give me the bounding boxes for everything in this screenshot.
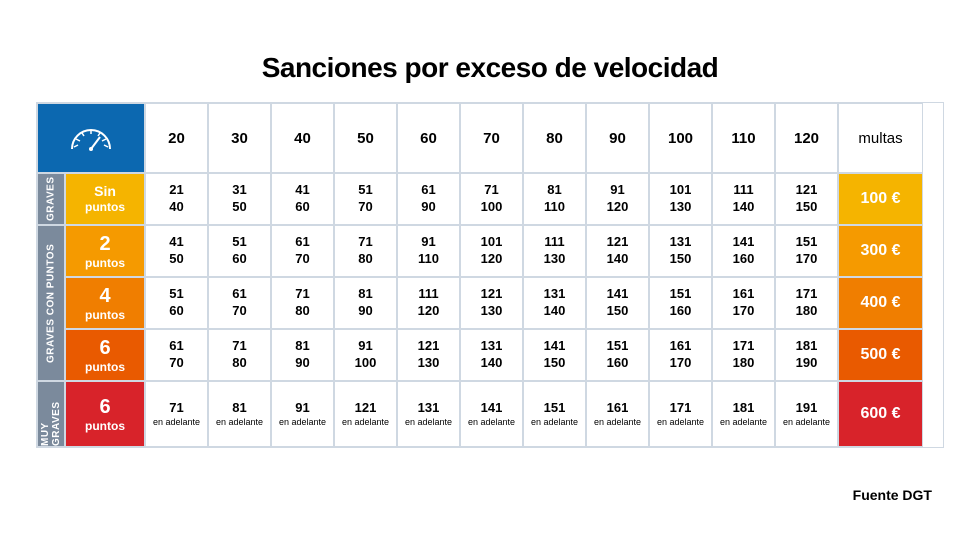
range-cell: 161en adelante <box>586 381 649 447</box>
range-cell: 171180 <box>712 329 775 381</box>
speed-sign-icon: 70 <box>472 118 512 158</box>
fine-amount: 100 € <box>838 173 923 225</box>
speed-limit-header: 60 <box>397 103 460 173</box>
range-cell: 91en adelante <box>271 381 334 447</box>
range-cell: 7180 <box>334 225 397 277</box>
speed-sign-icon: 80 <box>535 118 575 158</box>
range-cell: 141160 <box>712 225 775 277</box>
speed-sign-icon: 60 <box>409 118 449 158</box>
range-cell: 121130 <box>460 277 523 329</box>
speed-limit-header: 20 <box>145 103 208 173</box>
range-cell: 8190 <box>334 277 397 329</box>
speed-sign-icon: 100 <box>661 118 701 158</box>
range-cell: 7180 <box>271 277 334 329</box>
penalty-table: 20 30 40 50 60 70 80 90 100 110 120 mult… <box>36 102 944 448</box>
speed-limit-header: 100 <box>649 103 712 173</box>
speed-limit-header: 120 <box>775 103 838 173</box>
range-cell: 121150 <box>775 173 838 225</box>
range-cell: 4150 <box>145 225 208 277</box>
source-label: Fuente DGT <box>853 487 932 503</box>
speed-sign-icon: 20 <box>157 118 197 158</box>
range-cell: 191en adelante <box>775 381 838 447</box>
range-cell: 151170 <box>775 225 838 277</box>
range-cell: 91110 <box>397 225 460 277</box>
fine-amount: 300 € <box>838 225 923 277</box>
range-cell: 181en adelante <box>712 381 775 447</box>
page-title: Sanciones por exceso de velocidad <box>0 0 980 102</box>
severity-group-label: MUY GRAVES <box>37 381 65 447</box>
row-label: 2puntos <box>65 225 145 277</box>
range-cell: 131140 <box>460 329 523 381</box>
range-cell: 91120 <box>586 173 649 225</box>
range-cell: 4160 <box>271 173 334 225</box>
fine-amount: 600 € <box>838 381 923 447</box>
range-cell: 6170 <box>208 277 271 329</box>
row-label: Sinpuntos <box>65 173 145 225</box>
speed-limit-header: 90 <box>586 103 649 173</box>
range-cell: 7180 <box>208 329 271 381</box>
speed-sign-icon: 110 <box>724 118 764 158</box>
severity-group-label: GRAVES CON PUNTOS <box>37 225 65 381</box>
speed-limit-header: 30 <box>208 103 271 173</box>
range-cell: 5170 <box>334 173 397 225</box>
fines-header: multas <box>838 103 923 173</box>
range-cell: 2140 <box>145 173 208 225</box>
range-cell: 151160 <box>649 277 712 329</box>
range-cell: 131150 <box>649 225 712 277</box>
range-cell: 101130 <box>649 173 712 225</box>
range-cell: 81110 <box>523 173 586 225</box>
range-cell: 91100 <box>334 329 397 381</box>
range-cell: 131en adelante <box>397 381 460 447</box>
speed-sign-icon: 40 <box>283 118 323 158</box>
range-cell: 171180 <box>775 277 838 329</box>
fine-amount: 500 € <box>838 329 923 381</box>
range-cell: 181190 <box>775 329 838 381</box>
range-cell: 101120 <box>460 225 523 277</box>
range-cell: 161170 <box>649 329 712 381</box>
range-cell: 111140 <box>712 173 775 225</box>
severity-group-label: GRAVES <box>37 173 65 225</box>
range-cell: 141150 <box>586 277 649 329</box>
speed-limit-header: 40 <box>271 103 334 173</box>
range-cell: 121140 <box>586 225 649 277</box>
range-cell: 81en adelante <box>208 381 271 447</box>
speed-sign-icon: 90 <box>598 118 638 158</box>
range-cell: 71en adelante <box>145 381 208 447</box>
range-cell: 6190 <box>397 173 460 225</box>
range-cell: 151160 <box>586 329 649 381</box>
range-cell: 121en adelante <box>334 381 397 447</box>
speed-limit-header: 110 <box>712 103 775 173</box>
speed-sign-icon: 50 <box>346 118 386 158</box>
range-cell: 111130 <box>523 225 586 277</box>
range-cell: 171en adelante <box>649 381 712 447</box>
range-cell: 5160 <box>145 277 208 329</box>
range-cell: 131140 <box>523 277 586 329</box>
range-cell: 6170 <box>271 225 334 277</box>
speed-sign-icon: 120 <box>787 118 827 158</box>
range-cell: 161170 <box>712 277 775 329</box>
speed-limit-header: 80 <box>523 103 586 173</box>
range-cell: 111120 <box>397 277 460 329</box>
speed-limit-header: 50 <box>334 103 397 173</box>
row-label: 4puntos <box>65 277 145 329</box>
fine-amount: 400 € <box>838 277 923 329</box>
speed-sign-icon: 30 <box>220 118 260 158</box>
speed-limit-header: 70 <box>460 103 523 173</box>
row-label: 6puntos <box>65 329 145 381</box>
range-cell: 141150 <box>523 329 586 381</box>
gauge-icon <box>37 103 145 173</box>
range-cell: 151en adelante <box>523 381 586 447</box>
range-cell: 141en adelante <box>460 381 523 447</box>
range-cell: 3150 <box>208 173 271 225</box>
range-cell: 8190 <box>271 329 334 381</box>
range-cell: 71100 <box>460 173 523 225</box>
range-cell: 121130 <box>397 329 460 381</box>
range-cell: 5160 <box>208 225 271 277</box>
row-label: 6puntos <box>65 381 145 447</box>
range-cell: 6170 <box>145 329 208 381</box>
